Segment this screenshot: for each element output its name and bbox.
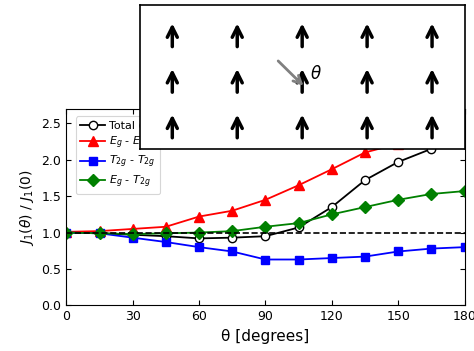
$T_{2g}$ - $T_{2g}$ bbox=[395, 250, 401, 254]
$E_g$ - $T_{2g}$ bbox=[64, 231, 69, 235]
$T_{2g}$ - $T_{2g}$ bbox=[163, 240, 169, 244]
$E_g$ - $E_g$ bbox=[229, 208, 235, 213]
$E_g$ - $T_{2g}$ bbox=[296, 221, 301, 225]
$E_g$ - $E_g$ bbox=[362, 150, 368, 154]
Total (d) bbox=[196, 236, 202, 240]
Total (d) bbox=[362, 178, 368, 182]
$E_g$ - $T_{2g}$ bbox=[163, 231, 169, 236]
$E_g$ - $E_g$ bbox=[428, 134, 434, 138]
Total (d) bbox=[462, 136, 467, 140]
Total (d) bbox=[163, 234, 169, 238]
Total (d) bbox=[263, 234, 268, 238]
Total (d) bbox=[130, 233, 136, 237]
$T_{2g}$ - $T_{2g}$ bbox=[362, 254, 368, 259]
$E_g$ - $T_{2g}$ bbox=[229, 229, 235, 233]
$T_{2g}$ - $T_{2g}$ bbox=[428, 246, 434, 251]
$E_g$ - $T_{2g}$ bbox=[428, 192, 434, 196]
$T_{2g}$ - $T_{2g}$ bbox=[329, 256, 335, 260]
Line: Total (d): Total (d) bbox=[62, 134, 469, 243]
Line: $E_g$ - $T_{2g}$: $E_g$ - $T_{2g}$ bbox=[62, 187, 469, 238]
Total (d) bbox=[395, 160, 401, 164]
$E_g$ - $T_{2g}$ bbox=[362, 205, 368, 209]
$E_g$ - $T_{2g}$ bbox=[462, 189, 467, 193]
$E_g$ - $E_g$ bbox=[462, 134, 467, 138]
Total (d) bbox=[229, 236, 235, 240]
$E_g$ - $T_{2g}$ bbox=[97, 231, 102, 236]
$T_{2g}$ - $T_{2g}$ bbox=[196, 245, 202, 249]
Total (d) bbox=[296, 225, 301, 230]
$E_g$ - $E_g$ bbox=[263, 198, 268, 202]
Legend: Total (d), $E_g$ - $E_g$, $T_{2g}$ - $T_{2g}$, $E_g$ - $T_{2g}$: Total (d), $E_g$ - $E_g$, $T_{2g}$ - $T_… bbox=[76, 116, 160, 194]
$T_{2g}$ - $T_{2g}$ bbox=[64, 231, 69, 235]
$T_{2g}$ - $T_{2g}$ bbox=[462, 245, 467, 249]
Y-axis label: $J_1(\theta)$ / $J_1(0)$: $J_1(\theta)$ / $J_1(0)$ bbox=[18, 169, 36, 245]
$E_g$ - $T_{2g}$ bbox=[395, 198, 401, 202]
Text: $\theta$: $\theta$ bbox=[310, 65, 322, 83]
$E_g$ - $E_g$ bbox=[196, 214, 202, 219]
$E_g$ - $E_g$ bbox=[296, 183, 301, 187]
$T_{2g}$ - $T_{2g}$ bbox=[229, 250, 235, 254]
Total (d) bbox=[329, 205, 335, 209]
$E_g$ - $E_g$ bbox=[130, 227, 136, 231]
Line: $E_g$ - $E_g$: $E_g$ - $E_g$ bbox=[62, 131, 469, 237]
$E_g$ - $E_g$ bbox=[163, 225, 169, 229]
$E_g$ - $E_g$ bbox=[329, 167, 335, 171]
$E_g$ - $T_{2g}$ bbox=[263, 225, 268, 229]
$T_{2g}$ - $T_{2g}$ bbox=[130, 236, 136, 240]
$E_g$ - $T_{2g}$ bbox=[329, 212, 335, 217]
$T_{2g}$ - $T_{2g}$ bbox=[296, 257, 301, 261]
$T_{2g}$ - $T_{2g}$ bbox=[263, 257, 268, 261]
$E_g$ - $E_g$ bbox=[395, 142, 401, 146]
$E_g$ - $T_{2g}$ bbox=[130, 232, 136, 236]
Total (d) bbox=[97, 231, 102, 236]
$T_{2g}$ - $T_{2g}$ bbox=[97, 231, 102, 236]
Total (d) bbox=[428, 147, 434, 151]
$E_g$ - $T_{2g}$ bbox=[196, 231, 202, 235]
$E_g$ - $E_g$ bbox=[64, 230, 69, 234]
$E_g$ - $E_g$ bbox=[97, 229, 102, 233]
Total (d) bbox=[64, 231, 69, 235]
X-axis label: θ [degrees]: θ [degrees] bbox=[221, 329, 310, 344]
Line: $T_{2g}$ - $T_{2g}$: $T_{2g}$ - $T_{2g}$ bbox=[62, 229, 469, 264]
